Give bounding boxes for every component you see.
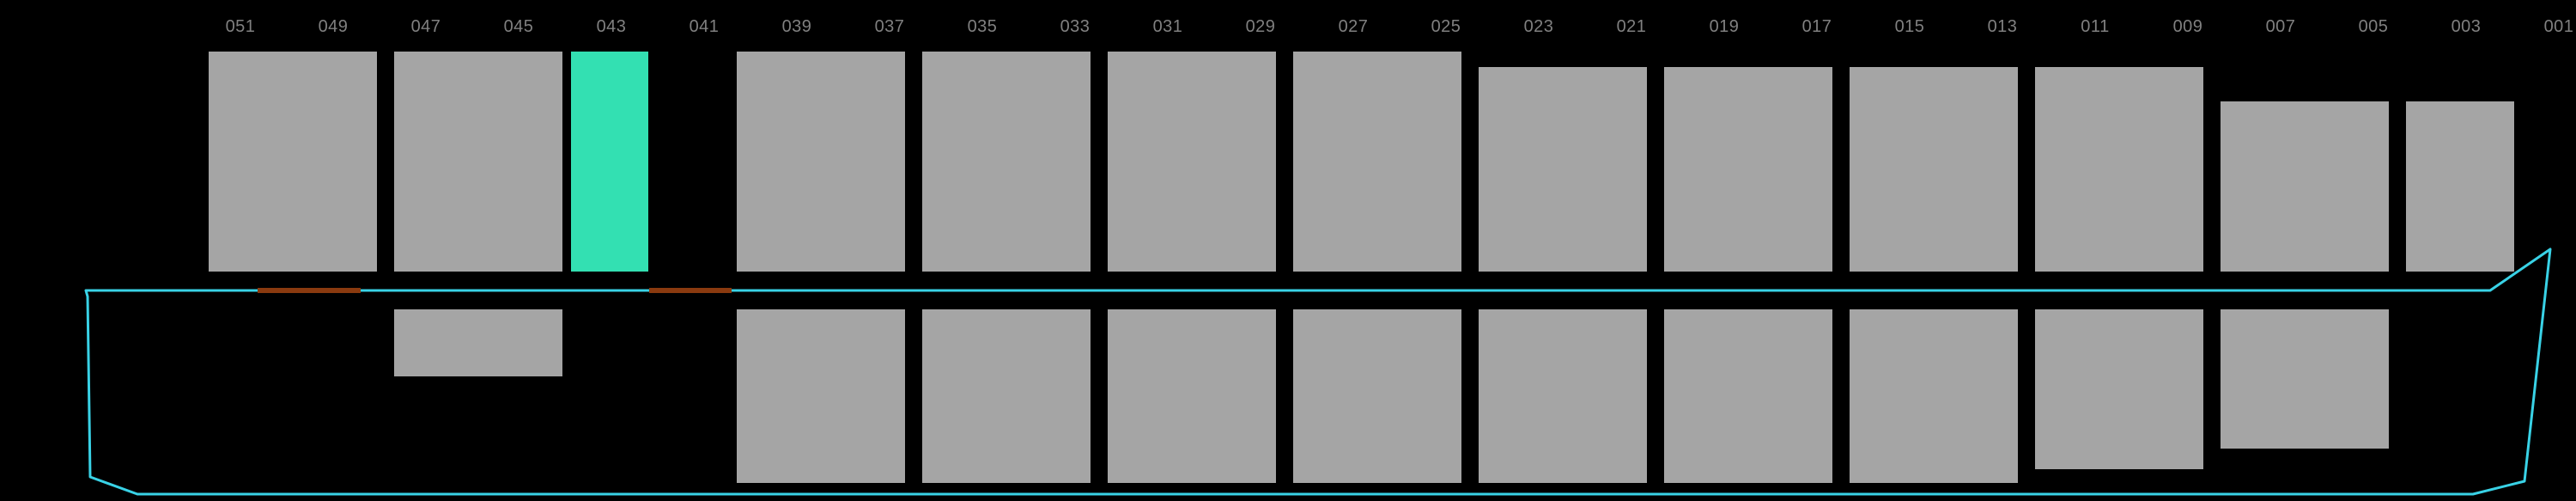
slot-top-047-045[interactable] <box>394 52 562 272</box>
slot-hold-015-013[interactable] <box>1850 309 2018 483</box>
bay-label-031: 031 <box>1153 17 1183 37</box>
bay-label-033: 033 <box>1060 17 1091 37</box>
slot-hold-031-029[interactable] <box>1108 309 1276 483</box>
slot-hold-023-021[interactable] <box>1479 309 1647 483</box>
slot-top-019-017[interactable] <box>1664 67 1832 272</box>
bay-label-015: 015 <box>1895 17 1925 37</box>
slot-top-011-009[interactable] <box>2035 67 2203 272</box>
bay-label-045: 045 <box>504 17 534 37</box>
bay-label-019: 019 <box>1710 17 1740 37</box>
bay-label-035: 035 <box>968 17 998 37</box>
bay-label-003: 003 <box>2451 17 2482 37</box>
slot-hold-011-009[interactable] <box>2035 309 2203 469</box>
slot-top-023-021[interactable] <box>1479 67 1647 272</box>
bay-label-007: 007 <box>2266 17 2296 37</box>
bay-label-009: 009 <box>2173 17 2203 37</box>
slot-top-031-029[interactable] <box>1108 52 1276 272</box>
bay-label-011: 011 <box>2081 17 2109 37</box>
bay-label-023: 023 <box>1524 17 1554 37</box>
slot-top-015-013[interactable] <box>1850 67 2018 272</box>
bay-label-021: 021 <box>1617 17 1647 37</box>
slot-hold-039-037[interactable] <box>737 309 905 483</box>
bay-label-005: 005 <box>2359 17 2389 37</box>
bay-label-051: 051 <box>226 17 256 37</box>
slot-top-051-049[interactable] <box>209 52 377 272</box>
bay-label-043: 043 <box>597 17 627 37</box>
slot-hold-035-033[interactable] <box>922 309 1091 483</box>
hatch-cover-0 <box>258 288 361 293</box>
slot-top-027-025[interactable] <box>1293 52 1461 272</box>
bay-label-013: 013 <box>1988 17 2018 37</box>
slot-hold-047-045[interactable] <box>394 309 562 376</box>
bay-label-037: 037 <box>875 17 905 37</box>
slot-top-043-highlighted[interactable] <box>571 52 648 272</box>
bay-label-041: 041 <box>690 17 720 37</box>
hatch-cover-1 <box>649 288 732 293</box>
bay-label-039: 039 <box>782 17 812 37</box>
bay-label-001: 001 <box>2544 17 2574 37</box>
ship-bay-diagram: { "diagram": { "type": "ship-bay-profile… <box>0 0 2576 501</box>
slot-hold-007-005[interactable] <box>2221 309 2389 449</box>
bay-label-025: 025 <box>1431 17 1461 37</box>
bay-label-027: 027 <box>1339 17 1369 37</box>
slot-hold-019-017[interactable] <box>1664 309 1832 483</box>
bay-label-047: 047 <box>411 17 441 37</box>
bay-label-049: 049 <box>319 17 349 37</box>
slot-hold-027-025[interactable] <box>1293 309 1461 483</box>
slot-top-003[interactable] <box>2406 101 2514 272</box>
bay-label-029: 029 <box>1246 17 1276 37</box>
slot-top-035-033[interactable] <box>922 52 1091 272</box>
slot-top-007-005[interactable] <box>2221 101 2389 272</box>
bay-label-017: 017 <box>1802 17 1832 37</box>
slot-top-039-037[interactable] <box>737 52 905 272</box>
